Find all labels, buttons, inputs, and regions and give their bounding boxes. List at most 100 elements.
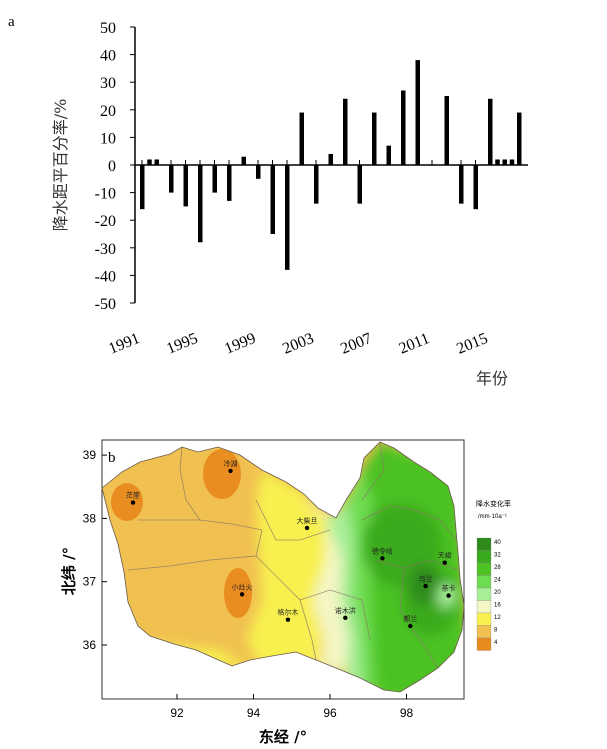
- y-tick-label: -10: [95, 186, 116, 203]
- y-tick-label: 20: [100, 103, 116, 120]
- station-dot: [285, 617, 291, 622]
- bar: [314, 165, 319, 204]
- station-dot: [239, 592, 245, 597]
- station-label: 诺木洪: [335, 606, 356, 615]
- panel-a-y-axis-title: 降水距平百分率/%: [51, 99, 70, 232]
- y-tick-label: -50: [95, 296, 116, 313]
- legend-swatch: [476, 575, 492, 589]
- bar: [459, 165, 464, 204]
- station-dot: [304, 525, 310, 531]
- legend-swatch: [476, 637, 492, 651]
- bar: [473, 165, 478, 210]
- station-dot: [380, 556, 385, 561]
- station-label: 乌兰: [419, 574, 433, 583]
- station-label: 小灶火: [232, 582, 253, 591]
- legend-swatch: [476, 537, 492, 551]
- county-boundaries: [127, 442, 459, 669]
- legend-swatch: [476, 612, 492, 626]
- y-tick-label: 0: [108, 158, 116, 175]
- bar: [386, 145, 391, 165]
- station-label: 德令哈: [372, 546, 393, 555]
- legend-level-label: 24: [494, 578, 501, 584]
- field-4-west: [111, 483, 143, 521]
- bar: [169, 165, 174, 193]
- legend-level-label: 8: [494, 628, 498, 634]
- map-x-axis-title: 东经 /°: [259, 728, 307, 746]
- station-dot: [228, 468, 233, 474]
- bar: [241, 156, 246, 165]
- bar: [444, 96, 449, 165]
- panel-a-x-tick-labels: 1991 1995 1999 2003 2007 2011 2015: [106, 330, 490, 358]
- station-dot: [423, 583, 428, 589]
- bar: [227, 165, 232, 201]
- legend-level-label: 28: [494, 565, 501, 571]
- panel-a-y-tick-labels: -50 -40 -30 -20 -10 0 10 20 30 40 50: [95, 20, 116, 313]
- field-24-band: [346, 470, 380, 690]
- station-label: 大柴旦: [297, 516, 318, 525]
- map-y-tick-label: 38: [83, 511, 97, 525]
- x-tick-label: 2011: [397, 330, 432, 358]
- x-tick-label: 1995: [164, 330, 200, 358]
- map-y-tick-label: 39: [83, 448, 97, 462]
- station-label: 茶卡: [442, 584, 456, 593]
- legend-level-label: 16: [494, 603, 501, 609]
- legend-swatch: [476, 562, 492, 576]
- x-tick-label: 2007: [338, 330, 374, 358]
- y-tick-label: -40: [95, 268, 116, 285]
- bar: [488, 98, 493, 165]
- map-x-tick-label: 94: [247, 706, 261, 720]
- y-tick-label: 30: [100, 75, 116, 92]
- station-dot: [408, 623, 413, 629]
- x-tick-label: 1999: [222, 330, 258, 358]
- legend-title-line2: /mm·10a⁻¹: [478, 514, 507, 520]
- precipitation-rate-field: [102, 442, 464, 692]
- panel-b-letter: b: [108, 450, 116, 466]
- y-tick-label: 50: [100, 20, 116, 37]
- station-label: 茫崖: [126, 491, 140, 500]
- bar: [509, 159, 515, 165]
- map-legend: 降水变化率 /mm·10a⁻¹ 40 32 28 24 20 16 12 8 4: [476, 499, 511, 651]
- bar: [270, 165, 275, 234]
- x-tick-label: 1991: [106, 330, 142, 358]
- bar: [299, 112, 304, 165]
- field-central-yellow: [246, 470, 330, 672]
- bar: [372, 112, 377, 165]
- station-label: 冷湖: [224, 459, 238, 468]
- panel-a-letter: a: [8, 14, 15, 30]
- bar: [357, 165, 362, 204]
- legend-swatch: [476, 600, 492, 614]
- bar: [401, 90, 406, 165]
- panel-a-bars: [140, 60, 522, 270]
- bar: [198, 165, 203, 243]
- station-label: 都兰: [403, 614, 417, 623]
- field-4-center: [224, 568, 252, 618]
- legend-level-label: 20: [494, 590, 501, 596]
- bar: [328, 153, 333, 165]
- station-dot: [442, 560, 447, 565]
- map-x-tick-label: 98: [400, 706, 414, 720]
- x-tick-label: 2015: [454, 330, 490, 358]
- y-tick-label: 40: [100, 48, 116, 65]
- bar: [502, 159, 507, 165]
- bar: [285, 165, 290, 270]
- station-label: 天峻: [438, 551, 452, 560]
- map-x-tick-label: 96: [323, 706, 337, 720]
- bar: [212, 165, 217, 193]
- y-tick-label: -30: [95, 241, 116, 258]
- map-y-tick-label: 37: [83, 575, 97, 589]
- panel-a-x-axis-title: 年份: [476, 369, 508, 388]
- y-tick-label: -20: [95, 213, 116, 230]
- bar: [183, 165, 188, 207]
- map-y-axis-title: 北纬 /°: [60, 547, 78, 595]
- bar: [154, 159, 159, 165]
- legend-level-label: 12: [494, 615, 501, 621]
- field-4-north: [203, 449, 241, 499]
- legend-items: 40 32 28 24 20 16 12 8 4: [476, 537, 501, 651]
- map-x-tick-label: 92: [170, 706, 184, 720]
- bar: [517, 112, 522, 165]
- bar: [495, 159, 500, 165]
- station-dot: [343, 615, 348, 620]
